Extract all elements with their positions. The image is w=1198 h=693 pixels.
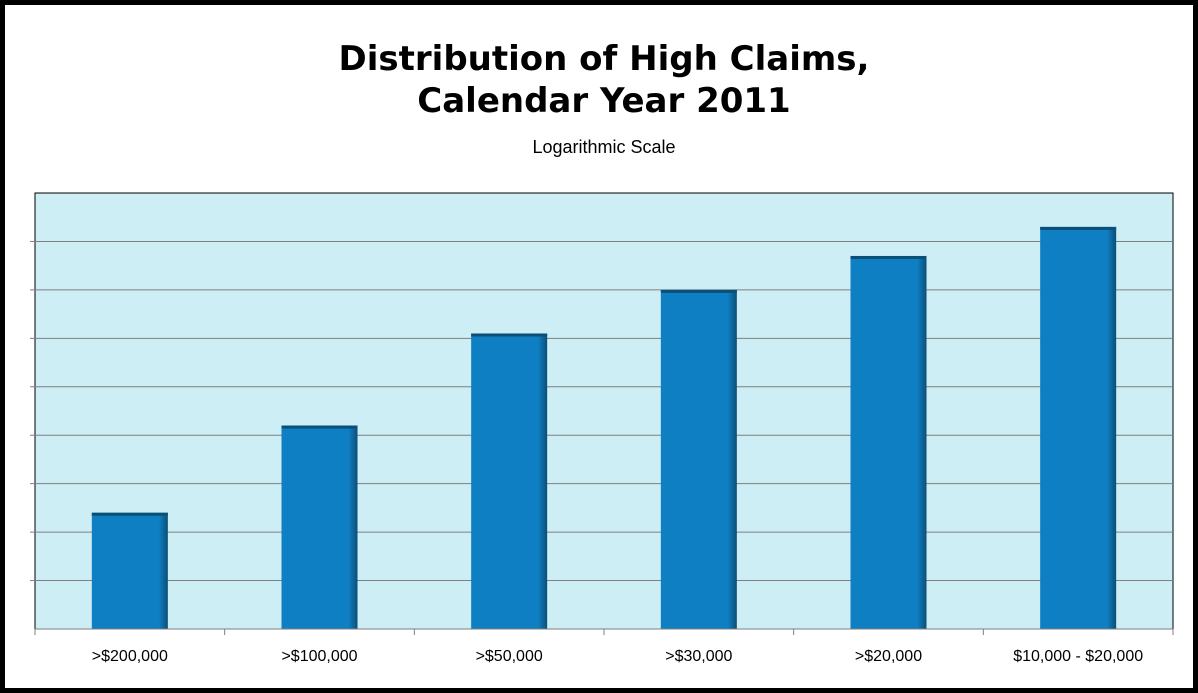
chart-subtitle: Logarithmic Scale — [532, 137, 676, 157]
bar — [1040, 226, 1117, 629]
bar-top-edge — [281, 425, 358, 429]
chart-title-line-2: Calendar Year 2011 — [417, 81, 791, 121]
bar-top-edge — [1040, 226, 1117, 230]
x-axis-labels: >$200,000 >$100,000 >$50,000 >$30,000 >$20,0… — [92, 648, 1143, 665]
bars — [91, 226, 1117, 629]
x-axis — [34, 628, 1174, 635]
bar — [91, 512, 168, 629]
bar — [471, 333, 548, 629]
x-tick-label: >$200,000 — [92, 648, 168, 665]
bar — [850, 255, 927, 629]
x-tick-label: >$100,000 — [281, 648, 357, 665]
bar — [660, 289, 737, 629]
bar-top-edge — [850, 255, 927, 259]
plot-area — [34, 192, 1174, 630]
bar-top-edge — [471, 333, 548, 337]
bar — [281, 425, 358, 629]
bar-top-edge — [660, 289, 737, 293]
x-tick-label: >$50,000 — [476, 648, 543, 665]
x-tick-label: $10,000 - $20,000 — [1013, 648, 1143, 665]
chart-title-line-1: Distribution of High Claims, — [338, 39, 870, 79]
x-tick-label: >$30,000 — [665, 648, 732, 665]
bar-top-edge — [91, 512, 168, 516]
chart-plot: >$200,000 >$100,000 >$50,000 >$30,000 >$20,0… — [30, 192, 1174, 665]
gridlines — [30, 240, 1173, 582]
x-tick-label: >$20,000 — [855, 648, 922, 665]
